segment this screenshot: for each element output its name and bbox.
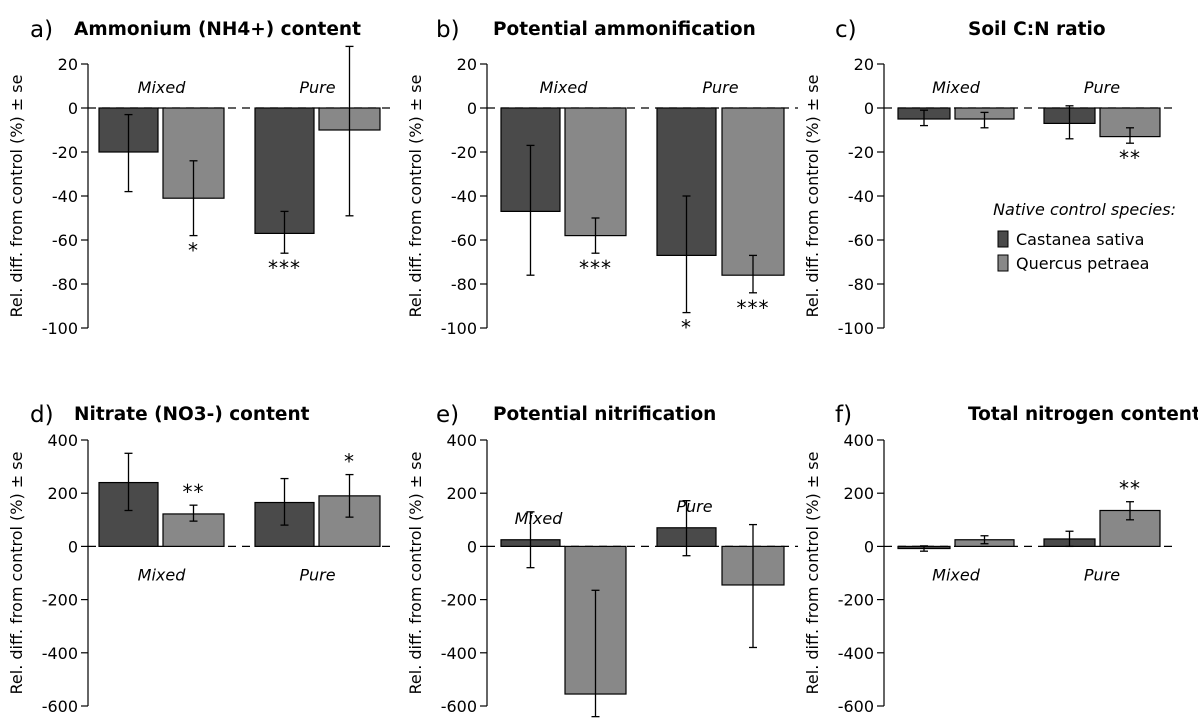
y-axis-label: Rel. diff. from control (%) ± se	[7, 452, 26, 695]
panel-a: a) Ammonium (NH4+) content Rel. diff. from…	[7, 17, 394, 338]
panel-title: Potential ammonification	[493, 19, 756, 40]
group-label: Pure	[1084, 565, 1120, 584]
group-label: Pure	[299, 565, 335, 584]
legend: Native control species: Castanea sativa Qu…	[993, 200, 1176, 273]
panel-f: f) Total nitrogen content Rel. diff. from …	[803, 402, 1198, 716]
significance-label: ***	[268, 256, 301, 280]
y-tick-label: -60	[451, 231, 477, 250]
y-tick-label: 20	[854, 55, 874, 74]
panel-e: e) Potential nitrification Rel. diff. from…	[406, 402, 798, 718]
panel-b: b) Potential ammonification Rel. diff. fro…	[406, 17, 798, 340]
y-tick-label: -200	[838, 591, 874, 610]
y-axis-label: Rel. diff. from control (%) ± se	[803, 452, 822, 695]
group-label: Pure	[702, 78, 738, 97]
legend-title: Native control species:	[993, 200, 1176, 219]
y-tick-label: 200	[843, 484, 874, 503]
panel-title: Total nitrogen content	[968, 404, 1198, 425]
y-tick-label: -200	[42, 591, 78, 610]
y-tick-label: -400	[42, 644, 78, 663]
y-axis-label: Rel. diff. from control (%) ± se	[803, 75, 822, 318]
y-tick-label: -20	[52, 143, 78, 162]
y-tick-label: -400	[441, 644, 477, 663]
y-tick-label: -600	[441, 697, 477, 716]
group-label: Mixed	[540, 78, 589, 97]
panel-title: Potential nitrification	[493, 404, 716, 425]
y-tick-label: -20	[451, 143, 477, 162]
y-tick-label: 400	[47, 431, 78, 450]
y-tick-label: -400	[838, 644, 874, 663]
significance-label: *	[344, 450, 355, 474]
y-tick-label: -100	[838, 319, 874, 338]
y-tick-label: 200	[446, 484, 477, 503]
y-tick-label: -100	[441, 319, 477, 338]
y-tick-label: 0	[864, 99, 874, 118]
group-label: Mixed	[932, 78, 981, 97]
y-axis-label: Rel. diff. from control (%) ± se	[406, 75, 425, 318]
significance-label: *	[188, 239, 199, 263]
bar	[564, 107, 627, 237]
y-tick-label: -20	[848, 143, 874, 162]
legend-label: Castanea sativa	[1016, 230, 1144, 249]
bar	[721, 107, 785, 276]
panel-title: Nitrate (NO3-) content	[74, 404, 310, 425]
y-tick-label: -60	[52, 231, 78, 250]
panel-letter: b)	[436, 17, 460, 43]
significance-label: *	[681, 316, 692, 340]
panel-letter: f)	[835, 402, 852, 428]
significance-label: **	[183, 480, 205, 504]
panel-letter: a)	[30, 17, 53, 43]
panel-letter: c)	[835, 17, 857, 43]
panel-letter: e)	[436, 402, 459, 428]
panel-letter: d)	[30, 402, 54, 428]
y-axis-label: Rel. diff. from control (%) ± se	[406, 452, 425, 695]
group-label: Pure	[1084, 78, 1120, 97]
y-tick-label: 0	[467, 99, 477, 118]
group-label: Mixed	[138, 565, 187, 584]
group-label: Mixed	[515, 509, 564, 528]
y-tick-label: -600	[42, 697, 78, 716]
y-tick-label: 20	[58, 55, 78, 74]
y-tick-label: 200	[47, 484, 78, 503]
y-tick-label: 0	[68, 99, 78, 118]
y-tick-label: 400	[843, 431, 874, 450]
y-axis-label: Rel. diff. from control (%) ± se	[7, 75, 26, 318]
y-tick-label: -40	[451, 187, 477, 206]
y-tick-label: -80	[451, 275, 477, 294]
y-tick-label: -80	[52, 275, 78, 294]
significance-label: ***	[737, 296, 770, 320]
group-label: Mixed	[932, 565, 981, 584]
y-tick-label: 0	[68, 537, 78, 556]
y-tick-label: -60	[848, 231, 874, 250]
panel-title: Soil C:N ratio	[968, 19, 1106, 40]
group-label: Pure	[299, 78, 335, 97]
legend-swatch	[997, 230, 1009, 248]
significance-label: **	[1119, 477, 1141, 501]
panel-title: Ammonium (NH4+) content	[74, 19, 361, 40]
panel-d: d) Nitrate (NO3-) content Rel. diff. from …	[7, 402, 394, 716]
significance-label: **	[1119, 146, 1141, 170]
y-tick-label: -100	[42, 319, 78, 338]
significance-label: ***	[579, 256, 612, 280]
y-tick-label: -40	[52, 187, 78, 206]
y-tick-label: -600	[838, 697, 874, 716]
group-label: Pure	[676, 497, 712, 516]
y-tick-label: -40	[848, 187, 874, 206]
y-tick-label: 20	[457, 55, 477, 74]
panel-c: c) Soil C:N ratio Rel. diff. from control …	[803, 17, 1174, 338]
legend-swatch	[997, 254, 1009, 272]
y-tick-label: 0	[864, 537, 874, 556]
y-tick-label: 0	[467, 537, 477, 556]
group-label: Mixed	[138, 78, 187, 97]
y-tick-label: 400	[446, 431, 477, 450]
y-tick-label: -80	[848, 275, 874, 294]
legend-label: Quercus petraea	[1016, 254, 1149, 273]
y-tick-label: -200	[441, 591, 477, 610]
